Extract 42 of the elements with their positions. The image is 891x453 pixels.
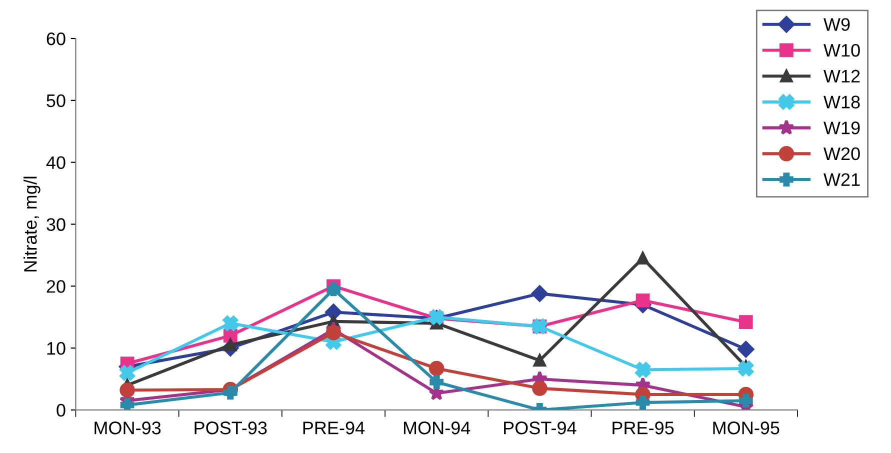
point <box>120 398 134 410</box>
point <box>531 285 548 302</box>
point <box>428 360 444 376</box>
point <box>326 324 342 340</box>
x-tick-label: MON-95 <box>713 422 780 434</box>
x-tick-label: PRE-94 <box>303 422 365 434</box>
point <box>636 293 650 308</box>
y-tick-label: 60 <box>46 32 66 46</box>
legend-label: W18 <box>824 96 860 108</box>
legend-label: W12 <box>824 70 860 82</box>
point <box>325 304 342 320</box>
point <box>636 396 650 410</box>
y-tick-label: 40 <box>46 156 66 170</box>
point <box>326 282 340 296</box>
point <box>223 386 238 400</box>
x-tick-label: POST-93 <box>194 422 267 434</box>
x-tick-label: PRE-95 <box>612 422 674 434</box>
y-tick-label: 30 <box>46 218 66 231</box>
x-tick-label: MON-94 <box>404 422 470 434</box>
point <box>222 316 238 331</box>
point <box>635 362 650 378</box>
y-tick-label: 10 <box>47 342 66 355</box>
point <box>738 341 754 358</box>
x-tick-label: MON-93 <box>94 422 161 434</box>
y-tick-label: 0 <box>56 404 66 417</box>
x-tick-label: POST-94 <box>504 422 576 434</box>
point <box>738 360 754 376</box>
point <box>120 382 135 398</box>
point <box>120 365 135 380</box>
legend-label: W19 <box>824 122 860 134</box>
point <box>532 380 548 396</box>
legend-label: W21 <box>824 173 860 186</box>
point <box>738 394 753 408</box>
legend-label: W10 <box>824 44 860 57</box>
point <box>533 354 546 367</box>
point <box>430 375 444 390</box>
legend-label: W20 <box>824 147 860 160</box>
y-tick-label: 20 <box>46 280 66 293</box>
point <box>738 315 753 329</box>
y-axis-title: Nitrate, mg/l <box>24 176 40 272</box>
legend-label: W9 <box>824 18 850 31</box>
y-tick-label: 50 <box>46 94 66 108</box>
